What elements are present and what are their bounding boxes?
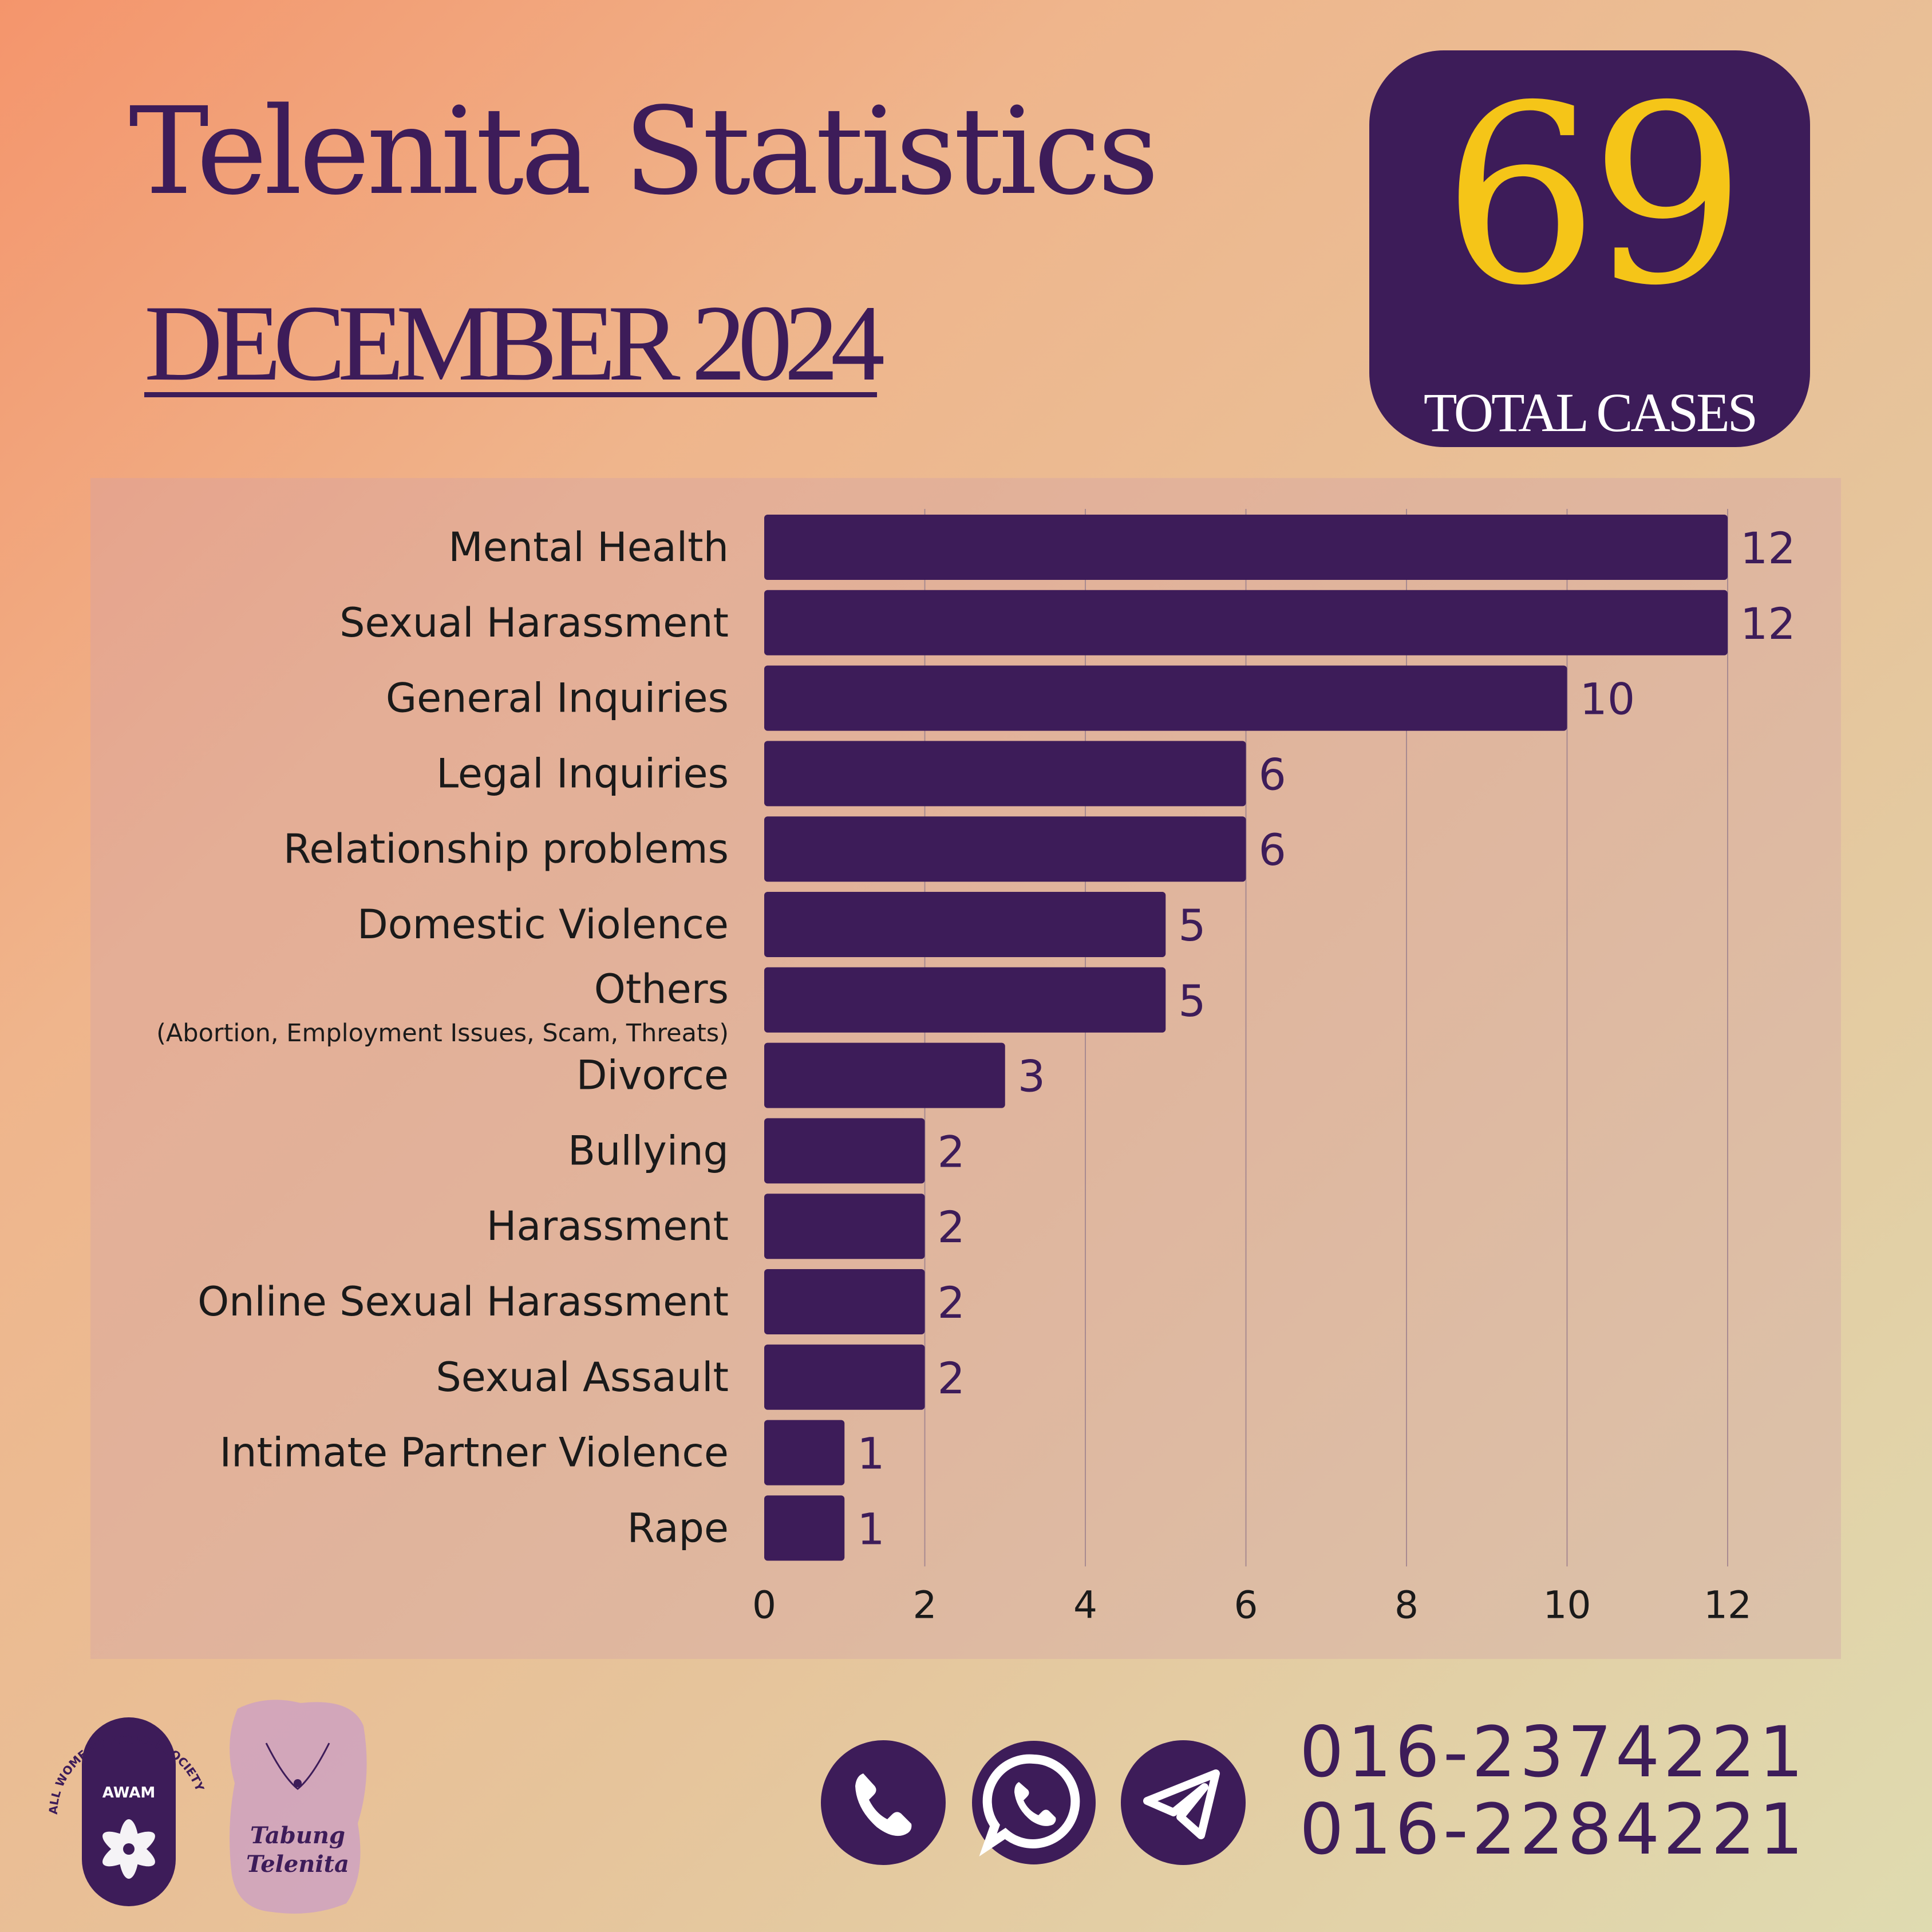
data-label: 1 [857,1428,884,1479]
category-annotation: (Abortion, Employment Issues, Scam, Thre… [156,1019,729,1048]
tabung-telenita-logo: Tabung Telenita [230,1700,367,1914]
bar [764,1269,925,1334]
total-cases-badge: 69 TOTAL CASES [1369,50,1810,447]
bar [764,1118,925,1184]
bar [764,967,1166,1033]
category-label: General Inquiries [386,675,729,722]
category-label: Mental Health [448,524,729,571]
total-cases-number: 69 [1442,53,1746,339]
category-label: Rape [627,1504,729,1551]
bar [764,1344,925,1410]
bar [764,1420,845,1485]
data-label: 12 [1740,598,1796,649]
bar [764,741,1246,807]
data-label: 3 [1018,1051,1045,1102]
category-label: Online Sexual Harassment [197,1278,729,1325]
category-label: Sexual Assault [436,1354,729,1401]
total-cases-label: TOTAL CASES [1423,382,1758,443]
data-label: 2 [938,1126,965,1177]
category-label: Bullying [568,1127,729,1174]
data-label: 5 [1178,975,1206,1026]
phone-number-2[interactable]: 016-2284221 [1299,1789,1807,1870]
bar [764,1495,845,1561]
category-label: Divorce [576,1052,729,1099]
phone-icon [821,1740,946,1865]
x-tick-label: 8 [1394,1583,1419,1627]
telegram-icon [1121,1740,1246,1865]
category-label: Legal Inquiries [436,750,729,797]
phone-number-1[interactable]: 016-2374221 [1299,1712,1807,1793]
awam-logo-text: AWAM [102,1784,155,1801]
data-label: 5 [1178,900,1206,951]
bar [764,1194,925,1259]
bar [764,665,1567,731]
bar [764,816,1246,882]
x-tick-label: 0 [752,1583,776,1627]
category-label: Harassment [487,1203,729,1250]
data-label: 2 [938,1202,965,1253]
bar [764,590,1728,655]
category-label: Sexual Harassment [339,599,729,646]
data-label: 12 [1740,523,1796,574]
awam-logo: ALL WOMEN'S ACTION SOCIETY AWAM [46,1717,207,1906]
x-tick-label: 6 [1234,1583,1258,1627]
data-label: 6 [1259,824,1286,875]
bar [764,892,1166,957]
page-title: Telenita Statistics [129,81,1159,222]
x-tick-label: 4 [1073,1583,1097,1627]
data-label: 1 [857,1503,884,1554]
category-label: Domestic Violence [357,901,729,948]
data-label: 2 [938,1353,965,1404]
whatsapp-icon [972,1741,1096,1864]
page-subtitle: DECEMBER 2024 [144,283,885,404]
x-tick-label: 2 [913,1583,937,1627]
svg-text:Telenita: Telenita [246,1851,349,1878]
svg-text:Tabung: Tabung [250,1822,345,1849]
x-tick-label: 12 [1704,1583,1752,1627]
x-tick-label: 10 [1543,1583,1591,1627]
data-label: 6 [1259,749,1286,800]
chart-panel: 0 2 4 6 8 10 12 Mental Health 12 Sexual Harassmen… [90,478,1841,1659]
data-label: 10 [1580,674,1635,725]
category-label: Intimate Partner Violence [220,1429,729,1476]
bar [764,515,1728,580]
data-label: 2 [938,1277,965,1328]
category-label: Relationship problems [283,825,729,872]
bar [764,1042,1005,1108]
category-label: Others [594,966,729,1013]
